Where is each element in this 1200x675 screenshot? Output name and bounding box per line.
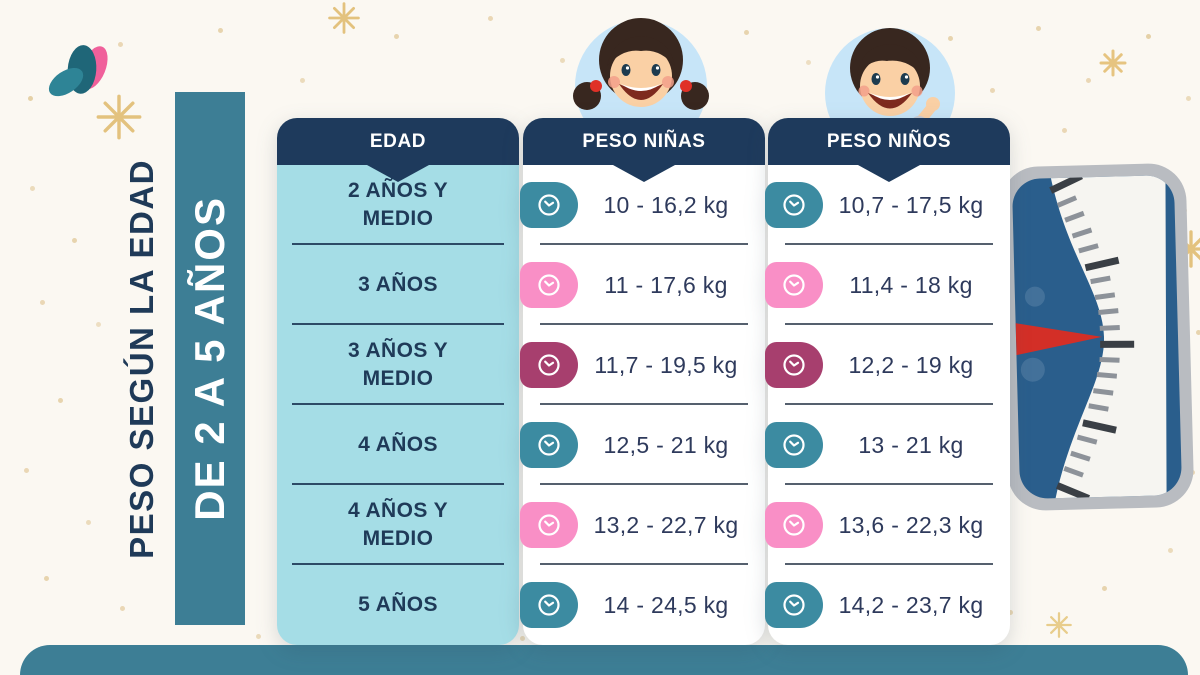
clock-icon	[538, 274, 560, 296]
boys-column-body: 10,7 - 17,5 kg 11,4 - 18 kg 12,2 - 19 kg…	[765, 165, 1010, 645]
age-column-body: 2 AÑOS Y MEDIO 3 AÑOS 3 AÑOS Y MEDIO 4 A…	[277, 165, 519, 645]
clock-icon-tab	[520, 502, 578, 548]
snowflake-icon	[328, 2, 360, 34]
clock-icon	[538, 594, 560, 616]
boys-weight-value: 11,4 - 18 kg	[849, 271, 973, 298]
clock-icon-tab	[520, 262, 578, 308]
age-column: EDAD 2 AÑOS Y MEDIO 3 AÑOS 3 AÑOS Y MEDI…	[277, 118, 519, 645]
girls-weight-cell: 11,7 - 19,5 kg	[520, 325, 765, 405]
clock-icon-tab	[765, 582, 823, 628]
age-cell: 4 AÑOS	[277, 405, 519, 485]
boys-weight-value: 12,2 - 19 kg	[848, 351, 974, 378]
clock-icon	[783, 354, 805, 376]
boys-weight-cell: 13 - 21 kg	[765, 405, 1010, 485]
clock-icon	[783, 194, 805, 216]
header-chevron-icon	[367, 165, 429, 182]
clock-icon-tab	[520, 422, 578, 468]
age-column-header: EDAD	[277, 118, 519, 182]
boys-weight-cell: 14,2 - 23,7 kg	[765, 565, 1010, 645]
clock-icon	[538, 354, 560, 376]
girls-weight-cell: 12,5 - 21 kg	[520, 405, 765, 485]
side-subtitle-text: DE 2 A 5 AÑOS	[186, 196, 233, 521]
clock-icon-tab	[520, 582, 578, 628]
boys-weight-value: 13 - 21 kg	[858, 431, 964, 458]
snowflake-icon	[1172, 230, 1200, 268]
lotus-flower-logo-icon	[48, 45, 108, 97]
side-banner: DE 2 A 5 AÑOS	[175, 92, 245, 625]
girls-column-body: 10 - 16,2 kg 11 - 17,6 kg 11,7 - 19,5 kg…	[520, 165, 765, 645]
boys-header-label: PESO NIÑOS	[826, 130, 952, 152]
girls-weight-value: 11 - 17,6 kg	[604, 271, 728, 298]
clock-icon	[783, 514, 805, 536]
clock-icon-tab	[765, 342, 823, 388]
boys-weight-value: 10,7 - 17,5 kg	[838, 191, 984, 218]
boys-weight-value: 13,6 - 22,3 kg	[838, 511, 984, 538]
girls-weight-value: 14 - 24,5 kg	[603, 591, 729, 618]
clock-icon-tab	[520, 342, 578, 388]
clock-icon	[783, 594, 805, 616]
boys-weight-value: 14,2 - 23,7 kg	[838, 591, 984, 618]
clock-icon-tab	[765, 182, 823, 228]
age-cell: 3 AÑOS Y MEDIO	[277, 325, 519, 405]
clock-icon	[783, 434, 805, 456]
boys-weight-cell: 10,7 - 17,5 kg	[765, 165, 1010, 245]
girls-weight-cell: 10 - 16,2 kg	[520, 165, 765, 245]
bottom-bar	[20, 645, 1188, 675]
clock-icon-tab	[765, 422, 823, 468]
boys-weight-cell: 12,2 - 19 kg	[765, 325, 1010, 405]
clock-icon	[538, 194, 560, 216]
snowflake-icon	[96, 94, 142, 140]
clock-icon-tab	[765, 502, 823, 548]
girls-weight-cell: 11 - 17,6 kg	[520, 245, 765, 325]
clock-icon-tab	[765, 262, 823, 308]
clock-icon-tab	[520, 182, 578, 228]
clock-icon	[538, 434, 560, 456]
clock-icon	[783, 274, 805, 296]
girls-weight-value: 10 - 16,2 kg	[603, 191, 729, 218]
girls-weight-cell: 14 - 24,5 kg	[520, 565, 765, 645]
header-chevron-icon	[613, 165, 675, 182]
girls-weight-value: 11,7 - 19,5 kg	[594, 351, 738, 378]
age-cell: 3 AÑOS	[277, 245, 519, 325]
clock-icon	[538, 514, 560, 536]
girls-weight-column: PESO NIÑAS 10 - 16,2 kg 11 - 17,6 kg 11,…	[520, 118, 765, 645]
snowflake-icon	[1046, 612, 1072, 638]
boys-column-header: PESO NIÑOS	[768, 118, 1010, 182]
boys-weight-column: PESO NIÑOS 10,7 - 17,5 kg 11,4 - 18 kg 1…	[765, 118, 1010, 645]
boys-weight-cell: 11,4 - 18 kg	[765, 245, 1010, 325]
girls-column-header: PESO NIÑAS	[523, 118, 765, 182]
age-cell: 4 AÑOS Y MEDIO	[277, 485, 519, 565]
boys-weight-cell: 13,6 - 22,3 kg	[765, 485, 1010, 565]
girls-weight-cell: 13,2 - 22,7 kg	[520, 485, 765, 565]
girls-header-label: PESO NIÑAS	[582, 130, 706, 152]
side-title: PESO SEGÚN LA EDAD	[110, 96, 174, 621]
girls-weight-value: 13,2 - 22,7 kg	[593, 511, 739, 538]
age-cell: 2 AÑOS Y MEDIO	[277, 165, 519, 245]
age-cell: 5 AÑOS	[358, 592, 438, 616]
side-title-text: PESO SEGÚN LA EDAD	[123, 158, 160, 559]
age-header-label: EDAD	[369, 130, 427, 152]
header-chevron-icon	[858, 165, 920, 182]
weighing-scale-illustration	[1000, 163, 1194, 511]
snowflake-icon	[1099, 49, 1127, 77]
girls-weight-value: 12,5 - 21 kg	[603, 431, 729, 458]
sparkle-dots	[0, 0, 5, 5]
